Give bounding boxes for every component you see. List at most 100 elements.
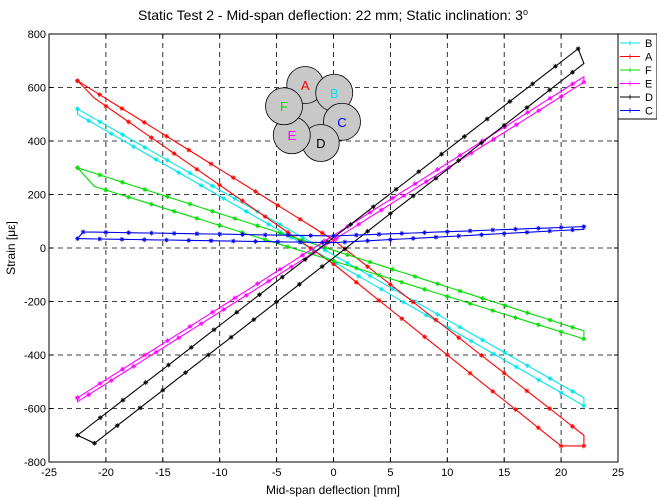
data-point-marker	[581, 403, 587, 409]
data-point-marker	[525, 110, 530, 115]
data-point-marker	[232, 196, 238, 202]
data-point-marker	[553, 63, 558, 69]
data-point-marker	[416, 169, 422, 175]
data-point-marker	[575, 46, 581, 52]
data-point-marker	[433, 234, 439, 240]
y-tick-label: -400	[24, 350, 46, 362]
series-f	[75, 165, 587, 342]
data-point-marker	[171, 208, 177, 214]
data-point-marker	[120, 179, 125, 185]
data-point-marker	[480, 138, 485, 144]
data-point-marker	[288, 264, 294, 270]
x-tick-label: -15	[155, 467, 171, 479]
wire-cross-section-inset: A BCD EF	[265, 66, 361, 162]
data-point-marker	[120, 397, 126, 403]
data-point-marker	[75, 106, 80, 112]
data-point-marker	[490, 388, 496, 394]
data-point-marker	[399, 279, 405, 285]
legend-marker	[627, 67, 633, 73]
data-point-marker	[186, 147, 192, 153]
data-point-marker	[228, 334, 234, 340]
data-point-marker	[446, 325, 452, 331]
data-point-marker	[435, 167, 440, 172]
data-point-marker	[581, 79, 587, 85]
data-point-marker	[277, 267, 283, 272]
data-point-marker	[194, 231, 200, 237]
data-point-marker	[165, 338, 170, 344]
x-tick-label: 10	[441, 467, 453, 479]
data-point-marker	[108, 131, 114, 137]
data-point-marker	[388, 281, 393, 287]
data-point-marker	[378, 207, 384, 213]
x-axis-title: Mid-span deflection [mm]	[266, 483, 400, 497]
legend-marker	[627, 54, 633, 59]
data-point-marker	[285, 232, 291, 238]
data-point-marker	[513, 226, 518, 232]
wire-a-label: A	[301, 78, 310, 93]
data-point-marker	[444, 229, 450, 235]
data-point-marker	[479, 232, 484, 238]
data-point-marker	[412, 299, 418, 304]
data-point-marker	[547, 95, 553, 101]
data-point-marker	[208, 238, 214, 244]
data-point-marker	[75, 395, 80, 401]
data-point-marker	[131, 363, 137, 369]
data-point-marker	[513, 364, 519, 370]
data-point-marker	[388, 211, 393, 216]
data-point-marker	[456, 233, 462, 239]
data-point-marker	[501, 370, 507, 376]
data-point-marker	[142, 145, 148, 150]
data-point-marker	[297, 239, 303, 245]
data-point-marker	[230, 175, 236, 181]
data-point-marker	[176, 335, 182, 341]
data-point-marker	[171, 231, 177, 236]
data-point-marker	[160, 387, 166, 393]
data-point-marker	[467, 301, 473, 306]
wire-e-label: E	[287, 128, 296, 143]
legend-marker	[627, 108, 633, 113]
data-point-marker	[399, 231, 405, 236]
series-line	[77, 47, 585, 444]
data-point-marker	[513, 122, 519, 128]
data-point-marker	[433, 175, 439, 181]
data-point-marker	[388, 237, 393, 243]
data-point-marker	[253, 239, 258, 244]
data-point-marker	[322, 238, 328, 244]
data-point-marker	[308, 245, 314, 251]
data-point-marker	[198, 321, 204, 327]
data-point-marker	[461, 134, 467, 139]
data-point-marker	[376, 272, 382, 278]
data-point-marker	[108, 378, 114, 383]
data-point-marker	[570, 81, 576, 87]
data-point-marker	[141, 119, 147, 125]
data-point-marker	[423, 312, 429, 318]
data-point-marker	[240, 198, 245, 204]
data-point-marker	[468, 150, 474, 156]
wire-b-label: B	[330, 86, 339, 101]
data-point-marker	[422, 230, 427, 235]
data-point-marker	[467, 228, 473, 234]
data-point-marker	[333, 236, 339, 241]
data-point-marker	[468, 338, 474, 344]
data-point-marker	[423, 179, 429, 185]
data-point-marker	[97, 92, 103, 98]
data-point-marker	[370, 204, 376, 210]
data-point-marker	[525, 363, 530, 369]
data-point-marker	[457, 324, 463, 330]
data-point-marker	[376, 231, 382, 237]
data-point-marker	[240, 232, 245, 237]
data-point-marker	[390, 195, 395, 201]
legend-box	[617, 33, 657, 120]
data-point-marker	[194, 166, 200, 172]
data-point-marker	[119, 236, 125, 242]
data-point-marker	[491, 136, 497, 142]
x-tick-label: 20	[555, 467, 567, 479]
data-point-marker	[257, 292, 262, 298]
data-point-marker	[524, 388, 530, 394]
y-tick-label: -200	[24, 297, 46, 309]
data-point-marker	[103, 229, 109, 235]
data-point-marker	[365, 264, 371, 270]
data-point-marker	[153, 349, 159, 355]
data-point-marker	[149, 135, 154, 141]
data-point-marker	[255, 281, 260, 287]
